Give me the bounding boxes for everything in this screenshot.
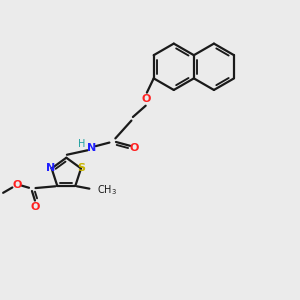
Text: O: O: [12, 180, 22, 190]
Text: O: O: [130, 143, 139, 153]
Text: S: S: [78, 163, 86, 173]
Text: CH$_3$: CH$_3$: [97, 183, 117, 197]
Text: N: N: [87, 143, 96, 153]
Text: O: O: [30, 202, 40, 212]
Text: H: H: [78, 140, 86, 149]
Text: O: O: [142, 94, 151, 104]
Text: N: N: [46, 163, 56, 173]
